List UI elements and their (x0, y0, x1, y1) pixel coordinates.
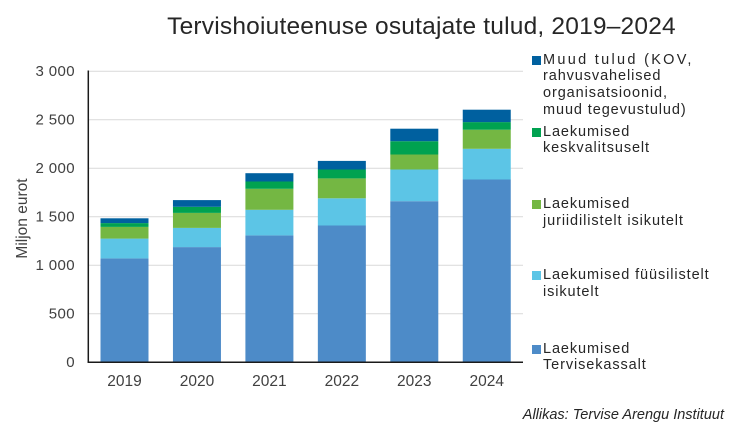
svg-text:0: 0 (66, 354, 75, 371)
svg-text:1 500: 1 500 (35, 209, 75, 226)
svg-text:2019: 2019 (107, 373, 141, 390)
svg-text:2021: 2021 (252, 373, 286, 390)
svg-text:Miljon eurot: Miljon eurot (14, 178, 31, 259)
svg-text:2022: 2022 (325, 373, 359, 390)
svg-text:2020: 2020 (180, 373, 215, 390)
svg-text:500: 500 (49, 306, 75, 323)
svg-text:2 000: 2 000 (35, 160, 75, 177)
svg-text:1 000: 1 000 (35, 257, 75, 274)
svg-text:2 500: 2 500 (35, 112, 75, 129)
svg-text:2023: 2023 (397, 373, 431, 390)
svg-text:3 000: 3 000 (35, 63, 75, 80)
svg-text:2024: 2024 (470, 373, 505, 390)
